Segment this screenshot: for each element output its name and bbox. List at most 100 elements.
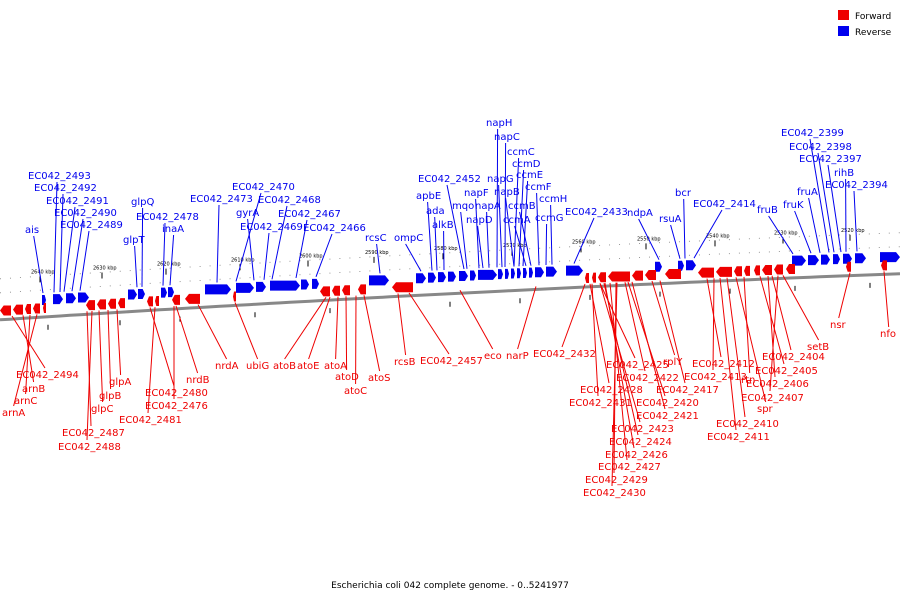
leader-line — [53, 181, 58, 293]
scale-tick-label: 2580 kbp — [434, 246, 458, 252]
leader-line — [504, 142, 507, 267]
scale-tick-label: 2600 kbp — [299, 253, 323, 259]
leader-line — [817, 152, 835, 253]
gene-label-nrda: nrdA — [215, 361, 239, 372]
forward-gene — [118, 298, 125, 309]
leader-line — [141, 207, 144, 287]
gene-label-ec042-2424: EC042_2424 — [609, 437, 672, 448]
leader-line — [475, 198, 480, 269]
gene-label-ec042-2432: EC042_2432 — [533, 349, 596, 360]
leader-line — [149, 307, 175, 387]
forward-gene — [13, 304, 23, 315]
gene-label-atob: atoB — [273, 361, 296, 372]
reverse-gene — [470, 270, 476, 281]
reverse-gene — [855, 253, 866, 264]
leader-line — [263, 232, 270, 280]
leader-line — [514, 225, 527, 267]
reverse-gene — [369, 275, 389, 286]
leader-line — [107, 309, 112, 390]
leader-line — [719, 277, 737, 431]
leader-line — [768, 215, 794, 255]
forward-gene — [608, 271, 630, 282]
gene-label-ec042-2426: EC042_2426 — [605, 450, 668, 461]
scale-tick-label: 2620 kbp — [157, 262, 181, 268]
leader-line — [767, 275, 776, 378]
reverse-gene — [478, 269, 497, 280]
gene-label-ccmf: ccmF — [525, 182, 552, 193]
gene-label-atoa: atoA — [324, 361, 347, 372]
forward-gene — [108, 298, 116, 309]
reverse-gene — [438, 272, 446, 283]
gene-label-napc: napC — [494, 132, 520, 143]
forward-gene — [0, 305, 11, 316]
legend-label-reverse: Reverse — [855, 28, 892, 38]
gene-label-ompc: ompC — [394, 233, 423, 244]
leader-line — [604, 283, 635, 449]
leader-line — [498, 184, 503, 268]
forward-gene — [342, 285, 350, 296]
forward-gene — [97, 299, 106, 310]
gene-label-setb: setB — [807, 342, 829, 353]
gene-label-ec042-2476: EC042_2476 — [145, 401, 208, 412]
gene-label-ec042-2397: EC042_2397 — [799, 154, 862, 165]
forward-gene — [358, 284, 366, 295]
leader-line — [86, 310, 93, 441]
reverse-gene — [78, 292, 89, 303]
gene-label-napa: napA — [475, 201, 501, 212]
reverse-gene — [523, 267, 527, 278]
forward-genes — [0, 260, 887, 316]
gene-label-naph: napH — [486, 118, 512, 129]
gene-label-ec042-2487: EC042_2487 — [62, 428, 125, 439]
forward-gene — [86, 300, 95, 311]
leader-line — [609, 282, 628, 461]
leader-line — [434, 216, 438, 271]
leader-line — [315, 233, 333, 278]
forward-gene — [598, 272, 606, 283]
leader-line — [162, 222, 166, 286]
reverse-gene — [168, 287, 174, 298]
leader-line — [271, 205, 288, 280]
leader-line — [838, 272, 851, 319]
gene-label-ec042-2473: EC042_2473 — [190, 194, 253, 205]
gene-label-glpc: glpC — [91, 404, 113, 415]
gene-label-napd: napD — [466, 215, 493, 226]
forward-gene — [698, 267, 714, 278]
leader-line — [234, 302, 259, 360]
gene-label-bcr: bcr — [675, 188, 692, 199]
forward-gene — [320, 286, 330, 297]
reverse-gene — [517, 268, 521, 279]
gene-label-ec042-2425: EC042_2425 — [606, 360, 669, 371]
leader-line — [376, 243, 381, 274]
leader-line — [670, 224, 681, 259]
forward-gene — [43, 302, 46, 313]
scale-tick-label: 2630 kbp — [93, 266, 117, 272]
leader-line — [808, 197, 821, 253]
gene-label-ec042-2412: EC042_2412 — [692, 359, 755, 370]
gene-label-rihb: rihB — [834, 168, 854, 179]
leader-line — [25, 314, 31, 395]
reverse-gene — [808, 255, 819, 266]
reverse-gene — [833, 254, 840, 265]
leader-line — [683, 198, 686, 259]
leader-line — [591, 283, 599, 397]
gene-label-ec042-2467: EC042_2467 — [278, 209, 341, 220]
gene-label-atoe: atoE — [297, 361, 320, 372]
legend-swatch-reverse — [838, 26, 849, 36]
reverse-gene — [535, 267, 544, 278]
reverse-gene — [205, 284, 231, 295]
reverse-gene — [678, 260, 684, 271]
leader-line — [116, 309, 122, 376]
leader-line — [651, 280, 676, 356]
gene-label-ec042-2481: EC042_2481 — [119, 415, 182, 426]
gene-label-ec042-2399: EC042_2399 — [781, 128, 844, 139]
gene-label-ccma: ccmA — [503, 215, 531, 226]
gene-label-ec042-2413: EC042_2413 — [684, 372, 747, 383]
leader-line — [659, 280, 686, 384]
reverse-gene — [256, 281, 266, 292]
leader-line — [216, 204, 220, 283]
gene-label-ec042-2488: EC042_2488 — [58, 442, 121, 453]
gene-label-rsua: rsuA — [659, 214, 682, 225]
leader-line — [477, 225, 484, 269]
